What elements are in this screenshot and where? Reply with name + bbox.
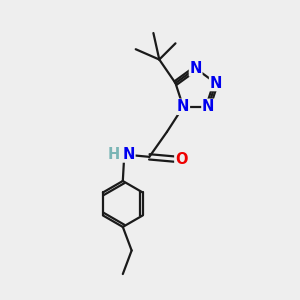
Text: H: H <box>108 147 120 162</box>
Text: N: N <box>122 147 135 162</box>
Text: N: N <box>190 61 202 76</box>
Text: N: N <box>210 76 222 91</box>
Text: N: N <box>202 99 214 114</box>
Text: N: N <box>177 99 189 114</box>
Text: O: O <box>175 152 188 167</box>
